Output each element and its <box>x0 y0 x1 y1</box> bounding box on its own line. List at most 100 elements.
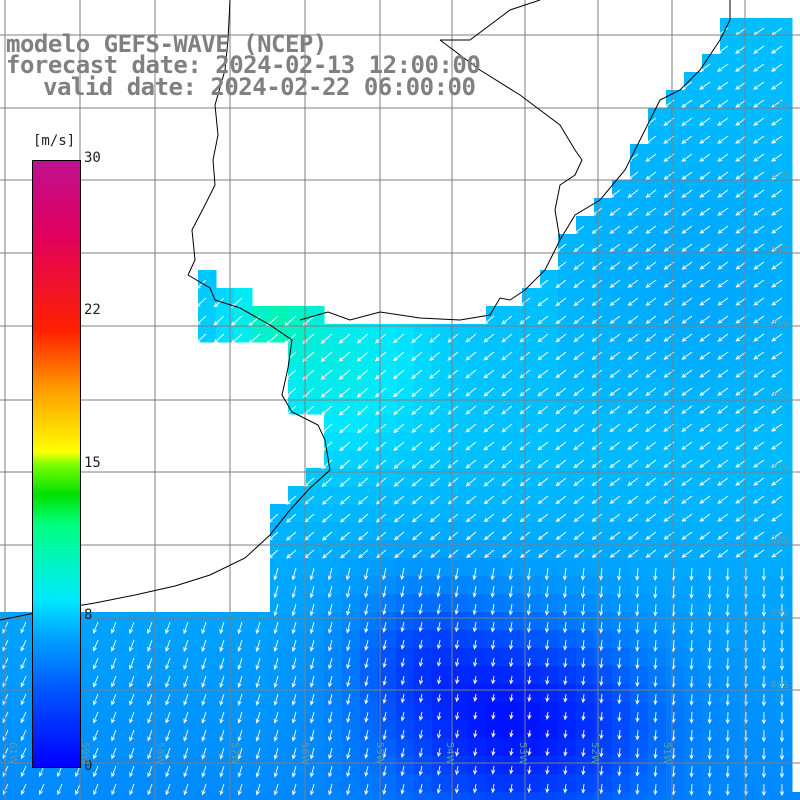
wind-arrow <box>591 531 603 540</box>
wind-speed-cell <box>684 360 703 379</box>
wind-speed-cell <box>90 684 109 703</box>
wind-speed-cell <box>720 90 739 109</box>
wind-arrow <box>725 603 730 617</box>
wind-speed-cell <box>486 738 505 757</box>
wind-speed-cell <box>666 288 685 307</box>
wind-speed-cell <box>504 612 523 631</box>
wind-arrow <box>537 513 549 523</box>
wind-arrow <box>255 639 261 653</box>
wind-arrow <box>573 441 585 451</box>
wind-speed-cell <box>360 522 379 541</box>
wind-arrow <box>490 603 495 616</box>
wind-arrow <box>356 405 369 416</box>
wind-speed-cell <box>324 414 343 433</box>
wind-arrow <box>545 765 550 775</box>
wind-arrow <box>447 333 459 343</box>
wind-speed-cell <box>360 504 379 523</box>
wind-arrow <box>237 729 243 742</box>
wind-speed-cell <box>180 684 199 703</box>
wind-speed-cell <box>378 702 397 721</box>
wind-speed-cell <box>576 432 595 451</box>
wind-speed-cell <box>108 702 127 721</box>
wind-arrow <box>255 747 261 760</box>
wind-arrow <box>761 693 767 707</box>
wind-speed-cell <box>612 720 631 739</box>
wind-arrow <box>735 315 747 324</box>
wind-arrow <box>635 585 640 599</box>
wind-arrow <box>717 495 729 504</box>
wind-speed-cell <box>378 360 397 379</box>
wind-speed-cell <box>504 342 523 361</box>
wind-speed-cell <box>540 522 559 541</box>
wind-speed-cell <box>504 396 523 415</box>
wind-speed-cell <box>540 738 559 757</box>
wind-speed-cell <box>432 468 451 487</box>
wind-arrow <box>735 117 747 126</box>
wind-arrow <box>491 729 496 738</box>
wind-speed-cell <box>306 594 325 613</box>
wind-arrow <box>653 603 658 617</box>
colorbar-tick-15: 15 <box>84 455 101 471</box>
wind-arrow <box>339 513 351 523</box>
wind-speed-cell <box>378 720 397 739</box>
wind-speed-cell <box>486 684 505 703</box>
wind-speed-cell <box>738 108 757 127</box>
wind-arrow <box>400 693 405 704</box>
wind-speed-cell <box>360 792 379 800</box>
wind-arrow <box>364 675 369 687</box>
wind-speed-cell <box>180 702 199 721</box>
wind-speed-cell <box>630 144 649 163</box>
wind-arrow <box>681 351 693 360</box>
title-valid-date: valid date: 2024-02-22 06:00:00 <box>43 73 476 101</box>
wind-speed-cell <box>612 288 631 307</box>
wind-arrow <box>291 747 297 760</box>
longitude-label: 56W <box>299 742 310 765</box>
wind-arrow <box>779 711 785 725</box>
wind-speed-cell <box>702 738 721 757</box>
wind-speed-cell <box>180 720 199 739</box>
wind-arrow <box>681 99 693 108</box>
wind-speed-cell <box>234 324 253 343</box>
wind-speed-cell <box>576 666 595 685</box>
wind-arrow <box>771 315 783 324</box>
wind-arrow <box>320 351 333 362</box>
wind-speed-cell <box>684 252 703 271</box>
wind-speed-cell <box>288 612 307 631</box>
wind-speed-cell <box>306 648 325 667</box>
wind-arrow <box>454 603 459 616</box>
wind-arrow <box>483 441 495 451</box>
wind-speed-cell <box>162 666 181 685</box>
wind-speed-cell <box>270 576 289 595</box>
wind-arrow <box>717 441 729 450</box>
wind-arrow <box>699 531 711 540</box>
wind-speed-cell <box>414 342 433 361</box>
wind-arrow <box>555 243 567 253</box>
wind-arrow <box>195 279 207 290</box>
wind-speed-cell <box>486 378 505 397</box>
wind-arrow <box>689 621 694 635</box>
wind-arrow <box>653 567 658 581</box>
wind-arrow <box>699 117 711 126</box>
wind-speed-cell <box>162 738 181 757</box>
wind-speed-cell <box>612 576 631 595</box>
wind-arrow <box>581 765 586 776</box>
wind-speed-cell <box>468 432 487 451</box>
wind-arrow <box>129 639 135 652</box>
wind-arrow <box>599 765 604 776</box>
wind-arrow <box>681 477 693 486</box>
wind-arrow <box>20 657 27 670</box>
wind-arrow <box>309 729 315 742</box>
wind-speed-cell <box>540 432 559 451</box>
wind-speed-cell <box>576 270 595 289</box>
wind-arrow <box>382 729 387 741</box>
wind-arrow <box>219 729 225 742</box>
wind-speed-cell <box>684 72 703 91</box>
wind-arrow <box>483 549 495 559</box>
latitude-label: 38S <box>770 535 790 546</box>
wind-arrow <box>429 513 441 523</box>
wind-arrow <box>645 297 657 306</box>
wind-speed-cell <box>360 666 379 685</box>
wind-speed-cell <box>612 630 631 649</box>
wind-arrow <box>219 747 225 760</box>
wind-speed-cell <box>342 468 361 487</box>
